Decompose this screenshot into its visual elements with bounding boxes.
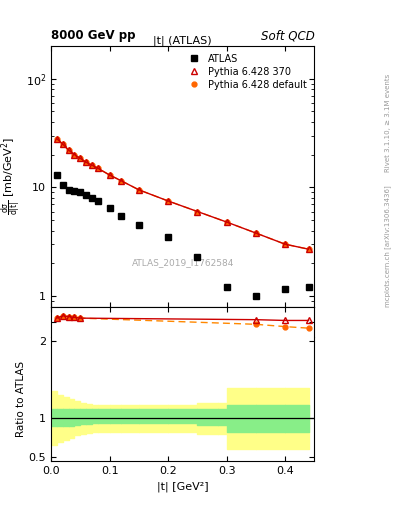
- ATLAS: [107, 205, 112, 211]
- Pythia 6.428 370: [306, 246, 311, 252]
- Pythia 6.428 370: [224, 219, 229, 225]
- ATLAS: [78, 189, 83, 196]
- Pythia 6.428 default: [195, 208, 200, 215]
- Text: 8000 GeV pp: 8000 GeV pp: [51, 29, 136, 42]
- X-axis label: |t| [GeV²]: |t| [GeV²]: [157, 481, 209, 492]
- Text: Soft QCD: Soft QCD: [261, 29, 314, 42]
- Pythia 6.428 default: [78, 155, 83, 161]
- ATLAS: [119, 212, 124, 219]
- ATLAS: [61, 182, 65, 188]
- Pythia 6.428 default: [61, 141, 65, 147]
- Pythia 6.428 default: [306, 246, 311, 252]
- Pythia 6.428 370: [119, 178, 124, 184]
- ATLAS: [283, 286, 288, 292]
- Pythia 6.428 370: [195, 208, 200, 215]
- Pythia 6.428 default: [136, 187, 141, 193]
- Text: ATLAS_2019_I1762584: ATLAS_2019_I1762584: [132, 258, 234, 267]
- Pythia 6.428 default: [283, 241, 288, 247]
- Pythia 6.428 default: [253, 230, 258, 236]
- ATLAS: [253, 293, 258, 299]
- Pythia 6.428 default: [166, 198, 171, 204]
- Pythia 6.428 default: [119, 178, 124, 184]
- Text: mcplots.cern.ch [arXiv:1306.3436]: mcplots.cern.ch [arXiv:1306.3436]: [384, 185, 391, 307]
- Pythia 6.428 default: [55, 136, 59, 142]
- Legend: ATLAS, Pythia 6.428 370, Pythia 6.428 default: ATLAS, Pythia 6.428 370, Pythia 6.428 de…: [182, 51, 310, 93]
- Pythia 6.428 370: [84, 159, 88, 165]
- Pythia 6.428 default: [95, 165, 100, 172]
- Pythia 6.428 370: [55, 136, 59, 142]
- Pythia 6.428 370: [90, 162, 94, 168]
- ATLAS: [55, 172, 59, 178]
- ATLAS: [66, 187, 71, 193]
- Pythia 6.428 370: [61, 141, 65, 147]
- Line: ATLAS: ATLAS: [54, 172, 312, 299]
- Pythia 6.428 370: [283, 241, 288, 247]
- Pythia 6.428 default: [72, 152, 77, 158]
- ATLAS: [72, 188, 77, 195]
- ATLAS: [90, 195, 94, 201]
- ATLAS: [224, 284, 229, 290]
- Line: Pythia 6.428 370: Pythia 6.428 370: [53, 135, 312, 252]
- Pythia 6.428 default: [66, 147, 71, 153]
- Pythia 6.428 370: [78, 155, 83, 161]
- Text: Rivet 3.1.10, ≥ 3.1M events: Rivet 3.1.10, ≥ 3.1M events: [385, 74, 391, 172]
- Pythia 6.428 370: [72, 152, 77, 158]
- Pythia 6.428 370: [66, 147, 71, 153]
- Pythia 6.428 370: [136, 187, 141, 193]
- Line: Pythia 6.428 default: Pythia 6.428 default: [55, 136, 311, 251]
- ATLAS: [306, 284, 311, 290]
- Title: |t| (ATLAS): |t| (ATLAS): [153, 35, 212, 46]
- Pythia 6.428 370: [253, 230, 258, 236]
- Y-axis label: Ratio to ATLAS: Ratio to ATLAS: [16, 361, 26, 437]
- ATLAS: [95, 198, 100, 204]
- ATLAS: [84, 192, 88, 198]
- Pythia 6.428 default: [107, 172, 112, 178]
- Y-axis label: $\frac{d\sigma}{d|t|}$ [mb/GeV$^2$]: $\frac{d\sigma}{d|t|}$ [mb/GeV$^2$]: [0, 137, 23, 216]
- Pythia 6.428 370: [166, 198, 171, 204]
- ATLAS: [195, 253, 200, 260]
- Pythia 6.428 default: [84, 159, 88, 165]
- Pythia 6.428 370: [95, 165, 100, 172]
- ATLAS: [166, 234, 171, 240]
- ATLAS: [136, 222, 141, 228]
- Pythia 6.428 370: [107, 172, 112, 178]
- Pythia 6.428 default: [90, 162, 94, 168]
- Pythia 6.428 default: [224, 219, 229, 225]
